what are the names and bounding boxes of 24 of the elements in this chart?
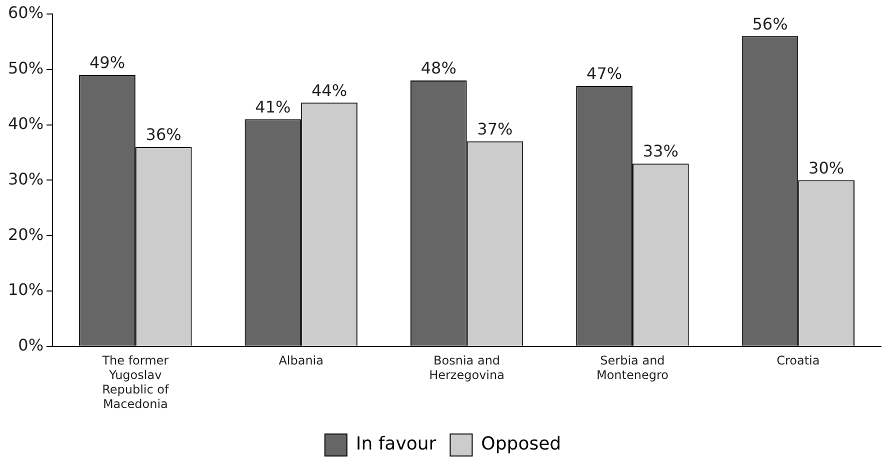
y-tick-label: 0% (18, 336, 44, 355)
data-label: 48% (420, 58, 456, 78)
data-label: 49% (89, 53, 126, 72)
data-label: 37% (477, 120, 513, 139)
data-label: 56% (752, 14, 788, 34)
y-tick-label: 20% (8, 224, 44, 244)
x-tick-label: Serbia and Montenegro (596, 354, 668, 382)
x-tick-label: The former Yugoslav Republic of Macedonia (101, 354, 170, 411)
x-tick-label: Albania (278, 354, 324, 368)
data-label: 41% (255, 97, 291, 116)
x-tick-label: Croatia (776, 354, 820, 368)
data-label: 30% (808, 158, 844, 178)
y-tick-label: 30% (8, 169, 44, 188)
y-tick-label: 60% (8, 3, 44, 22)
y-tick-label: 40% (8, 114, 44, 133)
y-tick-label: 10% (8, 280, 44, 300)
data-label: 44% (311, 80, 348, 100)
x-tick-label: Bosnia and Herzegovina (429, 354, 504, 382)
data-label: 47% (586, 64, 622, 84)
data-label: 33% (642, 142, 678, 161)
legend-label: Opposed (481, 434, 562, 455)
legend-label: In favour (356, 434, 437, 455)
y-tick-label: 50% (8, 58, 44, 78)
data-label: 36% (146, 125, 182, 144)
